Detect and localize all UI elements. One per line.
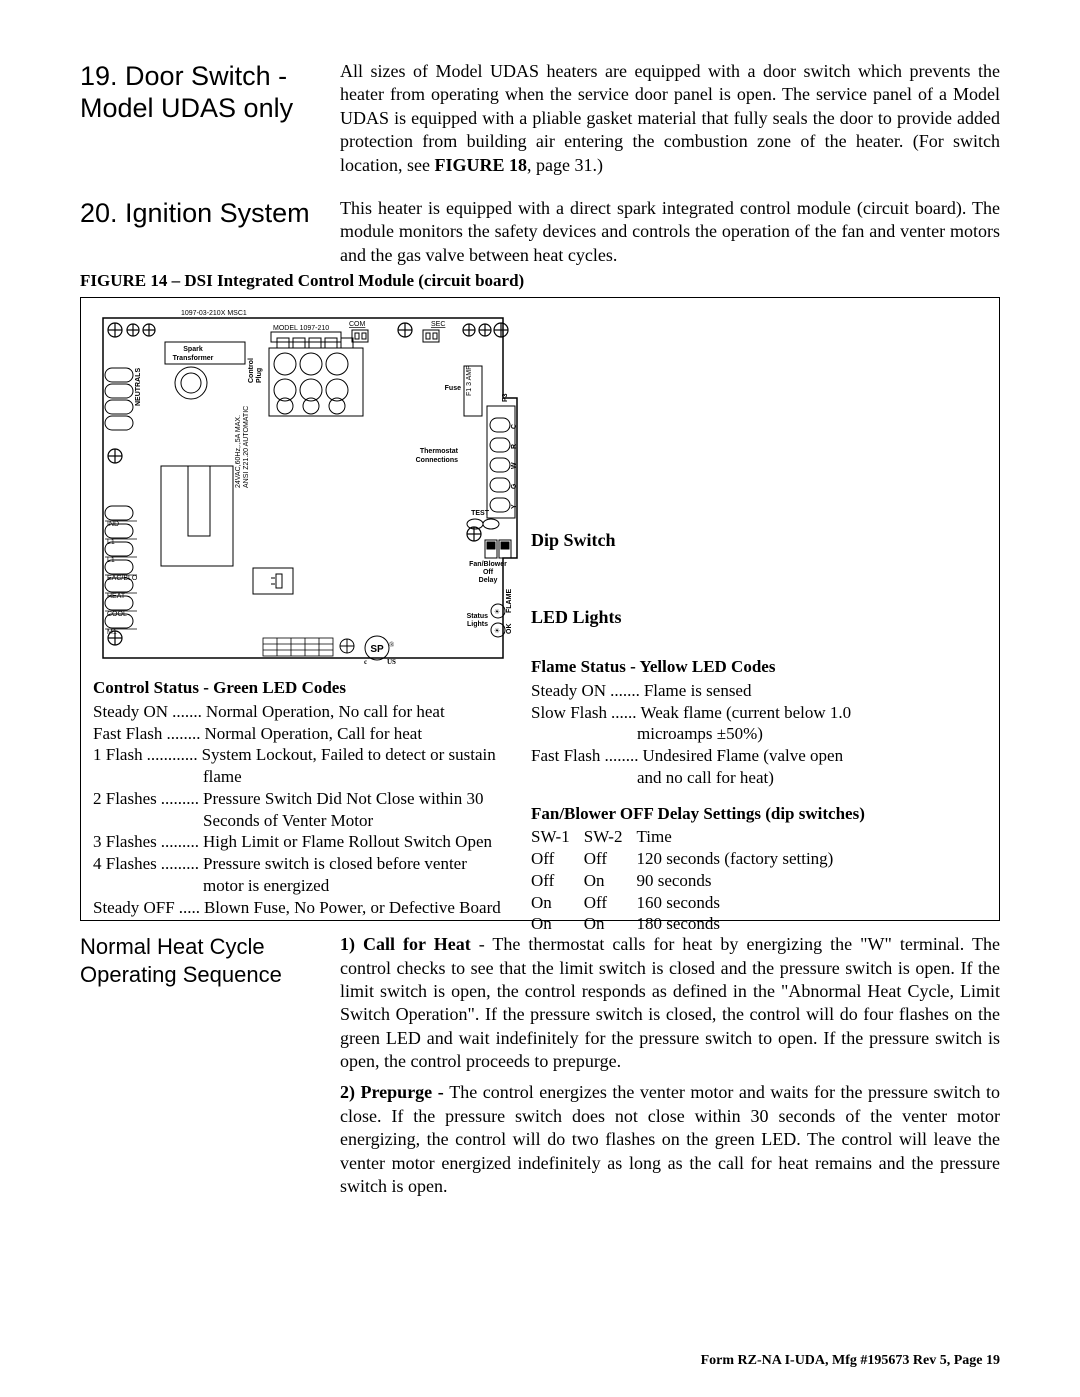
section19-body: All sizes of Model UDAS heaters are equi… xyxy=(340,60,1000,177)
code-row: 4 Flashes.........Pressure switch is clo… xyxy=(93,853,523,875)
svg-text:Fan/Blower: Fan/Blower xyxy=(469,561,507,568)
svg-text:Control: Control xyxy=(248,358,255,383)
p1-bold: 1) Call for Heat xyxy=(340,934,471,954)
svg-text:Plug: Plug xyxy=(256,368,263,383)
svg-text:c: c xyxy=(364,658,367,666)
diagram-column: 1097-03-210X MSC1 MODEL 1097-210 xyxy=(93,308,523,910)
section-ignition: 20. Ignition System This heater is equip… xyxy=(80,197,1000,267)
svg-text:☀: ☀ xyxy=(494,627,500,635)
svg-text:P3: P3 xyxy=(502,393,509,402)
figure-caption: FIGURE 14 – DSI Integrated Control Modul… xyxy=(80,271,1000,291)
code-row: Slow Flash......Weak flame (current belo… xyxy=(531,702,987,724)
table-row: OffOff120 seconds (factory setting) xyxy=(531,848,847,870)
code-row: 3 Flashes.........High Limit or Flame Ro… xyxy=(93,831,523,853)
svg-text:W: W xyxy=(511,462,518,469)
svg-text:Lights: Lights xyxy=(467,621,488,628)
svg-text:☀: ☀ xyxy=(494,608,500,616)
circuit-board-diagram: 1097-03-210X MSC1 MODEL 1097-210 xyxy=(93,308,523,668)
led-lights-callout: LED Lights xyxy=(531,607,987,628)
svg-text:US: US xyxy=(387,658,396,666)
page-footer: Form RZ-NA I-UDA, Mfg #195673 Rev 5, Pag… xyxy=(701,1353,1000,1369)
dip-table-block: Fan/Blower OFF Delay Settings (dip switc… xyxy=(531,803,987,936)
svg-text:NEUTRALS: NEUTRALS xyxy=(135,368,142,406)
svg-text:SP: SP xyxy=(370,644,384,655)
dip-table: SW-1SW-2TimeOffOff120 seconds (factory s… xyxy=(531,826,847,935)
code-row: Steady OFF.....Blown Fuse, No Power, or … xyxy=(93,897,523,919)
sequence-heading: Normal Heat Cycle Operating Sequence xyxy=(80,933,340,1206)
code-row: microamps ±50%) xyxy=(531,723,987,745)
sequence-section: Normal Heat Cycle Operating Sequence 1) … xyxy=(80,933,1000,1206)
svg-text:Status: Status xyxy=(467,613,489,620)
code-row: Fast Flash........Normal Operation, Call… xyxy=(93,723,523,745)
code-row: Fast Flash........Undesired Flame (valve… xyxy=(531,745,987,767)
section-door-switch: 19. Door Switch - Model UDAS only All si… xyxy=(80,60,1000,177)
yellow-codes-block: Flame Status - Yellow LED Codes Steady O… xyxy=(531,656,987,789)
svg-text:Delay: Delay xyxy=(479,577,498,584)
svg-text:MODEL 1097-210: MODEL 1097-210 xyxy=(273,325,329,332)
svg-text:Transformer: Transformer xyxy=(173,355,214,362)
code-row: motor is energized xyxy=(93,875,523,897)
code-row: 1 Flash............System Lockout, Faile… xyxy=(93,744,523,766)
code-row: flame xyxy=(93,766,523,788)
code-row: 2 Flashes.........Pressure Switch Did No… xyxy=(93,788,523,810)
dip-switch-callout: Dip Switch xyxy=(531,530,987,551)
sequence-body: 1) Call for Heat - The thermostat calls … xyxy=(340,933,1000,1206)
code-row: Steady ON.......Normal Operation, No cal… xyxy=(93,701,523,723)
svg-text:1097-03-210X MSC1: 1097-03-210X MSC1 xyxy=(181,310,247,317)
svg-text:F1 3 AMP: F1 3 AMP xyxy=(466,365,473,396)
green-codes-block: Control Status - Green LED Codes Steady … xyxy=(93,677,523,918)
svg-text:Connections: Connections xyxy=(416,457,458,464)
p1-text: - The thermostat calls for heat by energ… xyxy=(340,934,1000,1071)
svg-text:C: C xyxy=(511,424,518,429)
svg-text:24VAC,60Hz,.,5A MAX.: 24VAC,60Hz,.,5A MAX. xyxy=(235,415,242,488)
svg-text:TEST: TEST xyxy=(471,510,490,517)
table-row: OnOn180 seconds xyxy=(531,913,847,935)
svg-text:COM: COM xyxy=(349,321,366,328)
green-codes-title: Control Status - Green LED Codes xyxy=(93,677,523,699)
table-row: OnOff160 seconds xyxy=(531,892,847,914)
svg-text:R: R xyxy=(511,444,518,449)
right-column: Dip Switch LED Lights Flame Status - Yel… xyxy=(523,308,987,910)
code-row: Steady ON.......Flame is sensed xyxy=(531,680,987,702)
svg-text:ANSI Z21.20 AUTOMATIC: ANSI Z21.20 AUTOMATIC xyxy=(243,406,250,488)
section19-post: , page 31.) xyxy=(527,155,603,175)
svg-text:Off: Off xyxy=(483,569,494,576)
table-row: OffOn90 seconds xyxy=(531,870,847,892)
dip-table-title: Fan/Blower OFF Delay Settings (dip switc… xyxy=(531,803,987,825)
svg-text:FLAME: FLAME xyxy=(506,589,513,613)
svg-text:SEC: SEC xyxy=(431,321,445,328)
svg-text:Thermostat: Thermostat xyxy=(420,448,459,455)
svg-text:OK: OK xyxy=(506,624,513,635)
svg-text:Spark: Spark xyxy=(183,346,203,353)
section20-body: This heater is equipped with a direct sp… xyxy=(340,197,1000,267)
section20-heading: 20. Ignition System xyxy=(80,197,340,267)
svg-text:M1: M1 xyxy=(107,629,117,636)
svg-text:Y: Y xyxy=(511,504,518,509)
p2-bold: 2) Prepurge - xyxy=(340,1082,449,1102)
svg-text:G: G xyxy=(511,483,518,489)
code-row: Seconds of Venter Motor xyxy=(93,810,523,832)
yellow-codes-title: Flame Status - Yellow LED Codes xyxy=(531,656,987,678)
figure-box: 1097-03-210X MSC1 MODEL 1097-210 xyxy=(80,297,1000,921)
code-row: and no call for heat) xyxy=(531,767,987,789)
svg-text:Fuse: Fuse xyxy=(445,385,461,392)
section19-bold: FIGURE 18 xyxy=(434,155,527,175)
section19-heading: 19. Door Switch - Model UDAS only xyxy=(80,60,340,177)
svg-text:®: ® xyxy=(389,641,395,649)
